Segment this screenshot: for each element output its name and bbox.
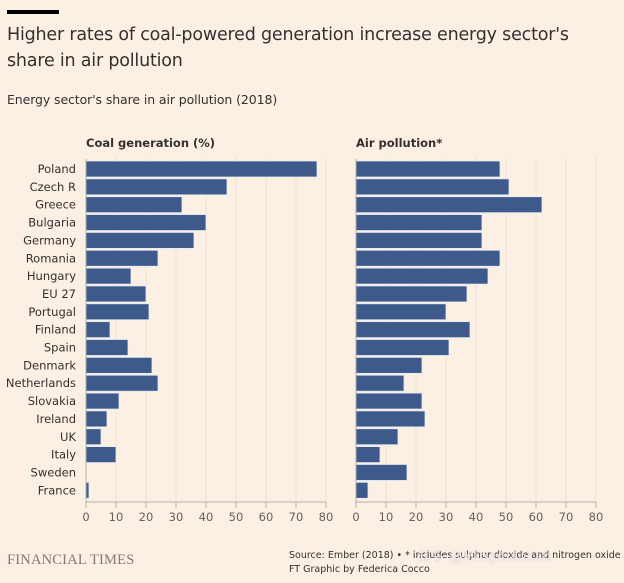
bar-air-ireland — [355, 410, 426, 428]
category-label: Netherlands — [6, 376, 76, 390]
category-label: Poland — [38, 162, 76, 176]
category-label: Romania — [26, 251, 76, 265]
bar-air-sweden — [355, 464, 408, 481]
category-label: France — [38, 483, 76, 497]
bar-coal-ireland — [85, 410, 108, 428]
bar-coal-hungary — [85, 267, 132, 285]
category-label: Italy — [51, 448, 76, 462]
bar-coal-romania — [85, 249, 159, 267]
chart-title: Higher rates of coal-powered generation … — [7, 25, 569, 71]
bar-coal-finland — [85, 321, 111, 339]
bar-coal-greece — [85, 196, 183, 214]
tick-label-coal: 20 — [139, 510, 154, 524]
bar-air-portugal — [355, 303, 447, 321]
bar-air-slovakia — [355, 392, 423, 410]
panel-title-air: Air pollution* — [356, 136, 442, 150]
bar-coal-czech-r — [85, 178, 228, 196]
panel-title-coal: Coal generation (%) — [86, 136, 215, 150]
tick-label-coal: 70 — [289, 510, 304, 524]
tick-label-air: 50 — [499, 510, 514, 524]
publisher-logo: FINANCIAL TIMES — [7, 552, 135, 568]
category-label: Denmark — [23, 358, 76, 372]
category-label: Slovakia — [28, 394, 76, 408]
tick-label-coal: 80 — [319, 510, 334, 524]
bar-coal-eu-27 — [85, 285, 147, 303]
tick-label-air: 30 — [439, 510, 454, 524]
category-label: Finland — [35, 323, 76, 337]
bar-coal-denmark — [85, 356, 153, 374]
bar-coal-uk — [85, 428, 102, 446]
tick-label-coal: 40 — [199, 510, 214, 524]
category-label: Greece — [35, 198, 76, 212]
tick-label-coal: 10 — [109, 510, 124, 524]
bar-coal-poland — [85, 160, 318, 178]
credit-line: FT Graphic by Federica Cocco — [289, 563, 430, 575]
bar-air-greece — [355, 196, 543, 214]
bar-air-poland — [355, 160, 501, 178]
top-rule-decoration — [7, 10, 59, 14]
category-label: UK — [60, 430, 76, 444]
category-label: EU 27 — [42, 287, 76, 301]
bar-coal-netherlands — [85, 374, 159, 392]
bar-air-romania — [355, 249, 501, 267]
tick-label-coal: 50 — [229, 510, 244, 524]
source-line: Source: Ember (2018) • * includes sulphu… — [289, 550, 621, 561]
category-label: Czech R — [30, 180, 76, 194]
tick-label-air: 70 — [559, 510, 574, 524]
bar-air-spain — [355, 339, 450, 356]
tick-label-air: 60 — [529, 510, 544, 524]
tick-label-air: 80 — [589, 510, 604, 524]
tick-label-coal: 30 — [169, 510, 184, 524]
bar-air-uk — [355, 428, 399, 446]
bar-air-denmark — [355, 356, 423, 374]
watermark: 知乎 @MingmanLab — [418, 550, 552, 565]
tick-label-air: 10 — [379, 510, 394, 524]
bar-air-france — [355, 481, 369, 499]
bar-air-eu-27 — [355, 285, 468, 303]
bar-air-netherlands — [355, 374, 405, 392]
tick-label-air: 40 — [469, 510, 484, 524]
bar-coal-portugal — [85, 303, 150, 321]
category-label: Germany — [23, 233, 76, 247]
bar-coal-spain — [85, 339, 129, 356]
category-label: Ireland — [36, 412, 76, 426]
category-label: Spain — [44, 341, 76, 355]
tick-label-coal: 60 — [259, 510, 274, 524]
tick-label-coal: 0 — [82, 510, 89, 524]
chart-subtitle: Energy sector's share in air pollution (… — [7, 92, 278, 107]
category-label: Sweden — [31, 465, 76, 479]
bar-air-bulgaria — [355, 214, 483, 231]
bar-charts: Coal generation (%) Poland Czech R Greece Bu… — [6, 136, 604, 524]
tick-label-air: 20 — [409, 510, 424, 524]
category-label: Portugal — [28, 305, 76, 319]
bar-coal-germany — [85, 231, 195, 249]
tick-label-air: 0 — [352, 510, 359, 524]
source-note: Source: Ember (2018) • * includes sulphu… — [289, 549, 621, 576]
bar-air-hungary — [355, 267, 489, 285]
bar-air-germany — [355, 231, 483, 249]
bar-air-finland — [355, 321, 471, 339]
category-label: Bulgaria — [28, 216, 76, 230]
bar-coal-slovakia — [85, 392, 120, 410]
bar-coal-italy — [85, 446, 117, 464]
category-label: Hungary — [27, 269, 76, 283]
bar-air-italy — [355, 446, 381, 464]
bar-coal-bulgaria — [85, 214, 207, 231]
bar-air-czech-r — [355, 178, 510, 196]
